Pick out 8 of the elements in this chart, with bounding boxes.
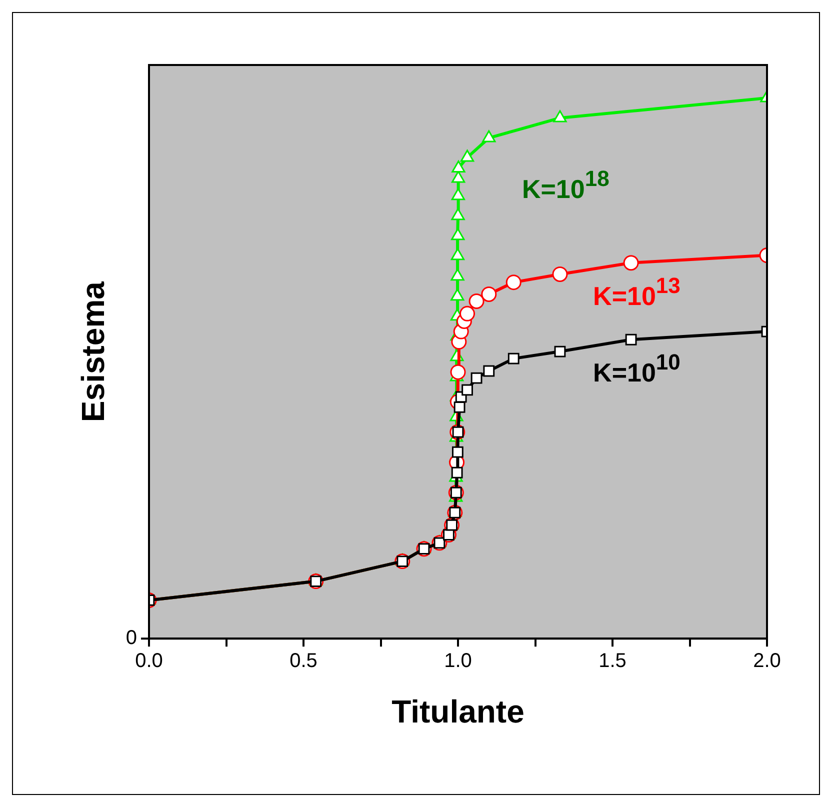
x-axis-title: Titulante [392, 694, 524, 730]
x-tick-label: 0.0 [135, 650, 163, 672]
x-tick-label: 1.0 [444, 650, 472, 672]
x-tick-label: 2.0 [753, 650, 781, 672]
x-tick-label: 1.5 [598, 650, 626, 672]
x-tick-label: 0.5 [290, 650, 318, 672]
y-axis-title: Esistema [74, 281, 111, 422]
text: 0 [126, 627, 137, 650]
